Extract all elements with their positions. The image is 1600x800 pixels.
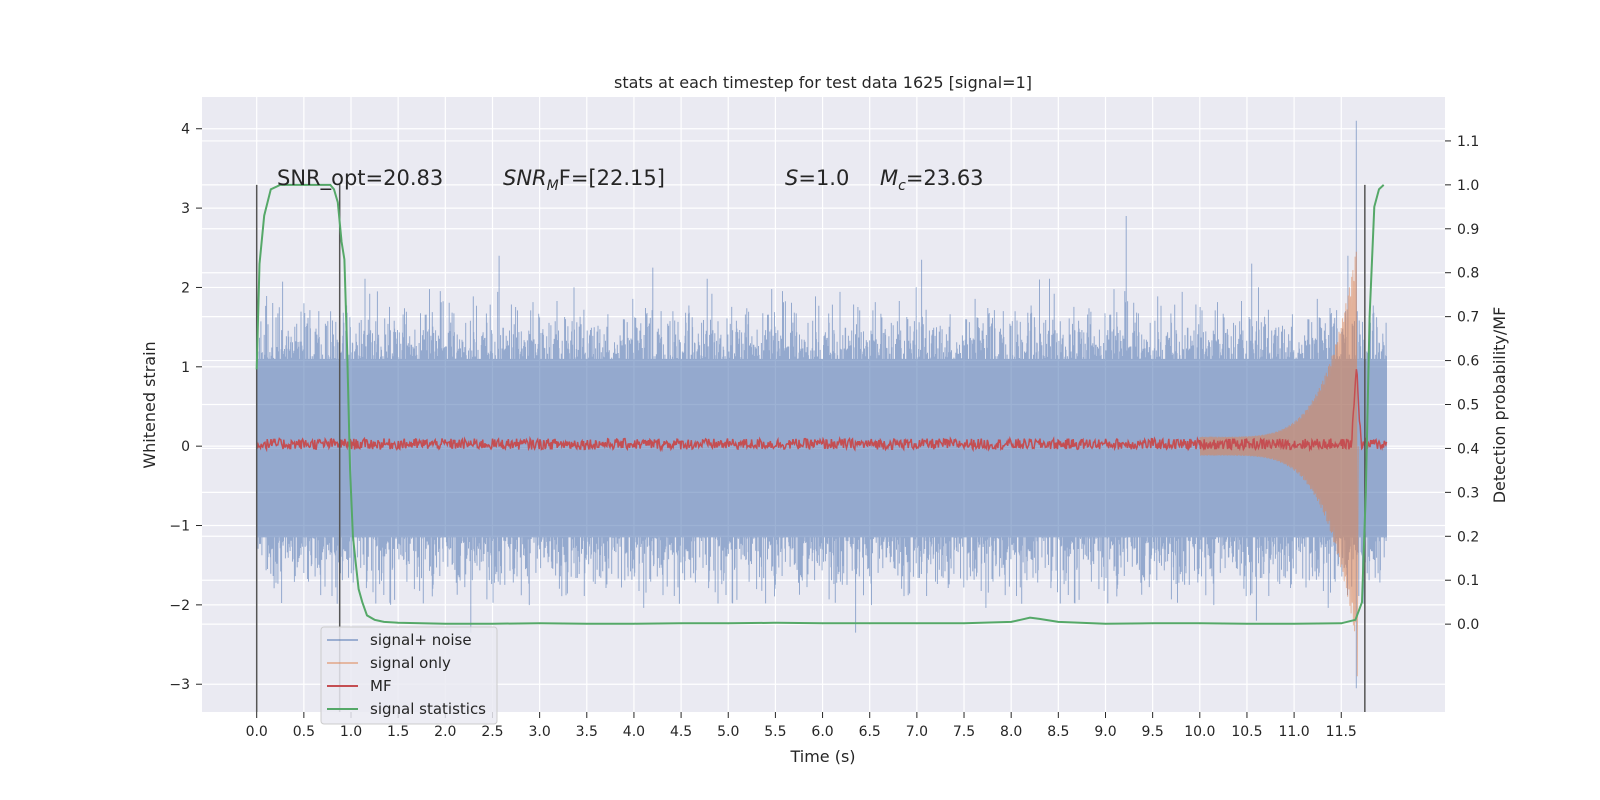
x-tick-label: 4.0 (623, 724, 645, 740)
y2-tick-label: 0.3 (1457, 485, 1479, 501)
annotation-snr-mf-main: SNR (503, 166, 547, 190)
legend: signal+ noise signal only MF signal stat… (320, 626, 498, 725)
y2-tick-label: 0.6 (1457, 354, 1479, 370)
x-tick-label: 6.0 (811, 724, 833, 740)
x-tick-label: 0.0 (246, 724, 268, 740)
y-tick-label: −2 (169, 598, 190, 614)
x-axis-label: Time (s) (789, 747, 855, 766)
y2-tick-label: 0.0 (1457, 617, 1479, 633)
y2-tick-label: 0.5 (1457, 398, 1479, 414)
x-tick-label: 6.5 (859, 724, 881, 740)
y2-tick-label: 0.1 (1457, 573, 1479, 589)
x-tick-label: 9.0 (1094, 724, 1116, 740)
annotation-s-value: =1.0 (798, 166, 849, 190)
annotation-mc-sub: c (898, 178, 906, 194)
legend-label-signal-statistics: signal statistics (370, 700, 486, 718)
y-axis-label: Whitened strain (140, 341, 159, 468)
y-tick-label: 4 (181, 122, 190, 138)
annotation-snr-opt: SNR_opt=20.83 (277, 166, 443, 191)
x-tick-label: 11.5 (1326, 724, 1357, 740)
x-tick-label: 1.0 (340, 724, 362, 740)
x-tick-label: 7.5 (953, 724, 975, 740)
annotation-mc-value: =23.63 (906, 166, 984, 190)
x-tick-label: 7.0 (906, 724, 928, 740)
y2-axis-label: Detection probability/MF (1490, 307, 1509, 504)
x-tick-label: 8.0 (1000, 724, 1022, 740)
x-tick-label: 5.5 (764, 724, 786, 740)
legend-label-signal-only: signal only (370, 654, 451, 672)
annotation-mc: Mc=23.63 (880, 166, 984, 194)
y2-tick-label: 0.4 (1457, 441, 1479, 457)
x-tick-label: 10.0 (1184, 724, 1215, 740)
y-tick-label: 0 (181, 439, 190, 455)
ticks: 0.0 0.5 1.0 1.5 2.0 2.5 3.0 3.5 4.0 4.5 5.0 5.5 6.0 6… (169, 122, 1479, 740)
annotation-s: S=1.0 (785, 166, 849, 190)
x-tick-label: 0.5 (293, 724, 315, 740)
legend-label-mf: MF (370, 677, 392, 695)
x-tick-label: 4.5 (670, 724, 692, 740)
data-layer (255, 120, 1388, 712)
chart-title: stats at each timestep for test data 162… (614, 73, 1032, 92)
annotation-snr-mf: SNRMF=[22.15] (503, 166, 665, 194)
y2-tick-label: 0.8 (1457, 266, 1479, 282)
x-tick-label: 9.5 (1142, 724, 1164, 740)
annotation-mc-italic: M (880, 166, 898, 190)
legend-box (320, 626, 498, 725)
y-tick-label: 3 (181, 201, 190, 217)
annotation-s-italic: S (785, 166, 798, 190)
x-tick-label: 2.0 (434, 724, 456, 740)
y2-tick-label: 1.0 (1457, 178, 1479, 194)
y-tick-label: −1 (169, 519, 190, 535)
y2-tick-label: 1.1 (1457, 134, 1479, 150)
series-signal-statistics (255, 183, 1385, 625)
x-tick-label: 3.0 (528, 724, 550, 740)
x-tick-label: 3.5 (576, 724, 598, 740)
y-tick-label: 2 (181, 280, 190, 296)
y2-tick-label: 0.2 (1457, 529, 1479, 545)
annotations: SNR_opt=20.83 SNRMF=[22.15] S=1.0 Mc=23.… (277, 166, 984, 194)
y-tick-label: −3 (169, 677, 190, 693)
y2-tick-label: 0.9 (1457, 222, 1479, 238)
x-tick-label: 1.5 (387, 724, 409, 740)
x-tick-label: 5.0 (717, 724, 739, 740)
x-tick-label: 2.5 (481, 724, 503, 740)
x-tick-label: 11.0 (1279, 724, 1310, 740)
series-mf (255, 369, 1388, 453)
x-tick-label: 10.5 (1231, 724, 1262, 740)
x-tick-label: 8.5 (1047, 724, 1069, 740)
series-signal-only (1199, 251, 1359, 677)
y-tick-label: 1 (181, 360, 190, 376)
legend-label-signal-noise: signal+ noise (370, 631, 472, 649)
annotation-snr-mf-rest: F=[22.15] (559, 166, 665, 190)
y2-tick-label: 0.7 (1457, 310, 1479, 326)
annotation-snr-mf-sub: M (547, 178, 559, 194)
